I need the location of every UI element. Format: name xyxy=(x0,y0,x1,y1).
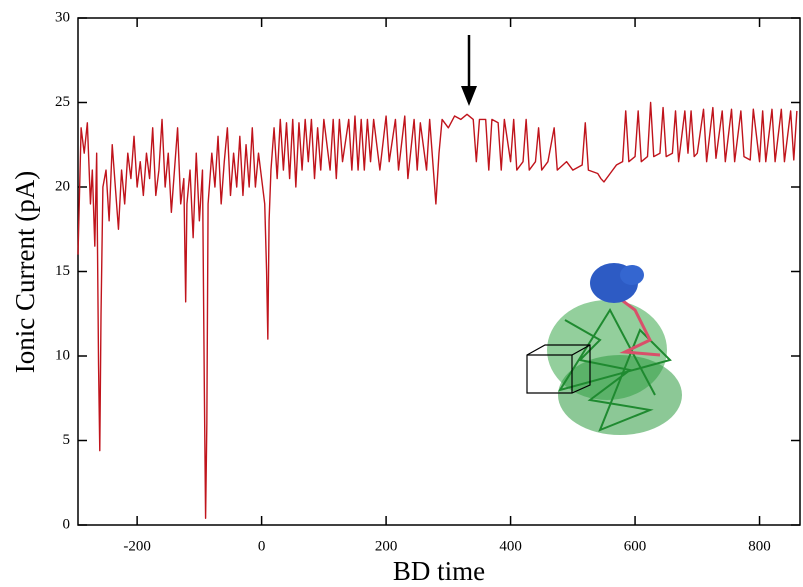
blue-protein xyxy=(620,265,644,285)
data-line xyxy=(77,101,798,519)
y-axis-title: Ionic Current (pA) xyxy=(10,171,40,373)
y-tick-label: 30 xyxy=(55,9,70,25)
green-backbone xyxy=(557,307,672,432)
arrow xyxy=(461,35,477,106)
x-tick-label: 0 xyxy=(258,538,266,554)
x-axis-title: BD time xyxy=(393,556,485,586)
x-tick-label: 800 xyxy=(748,538,771,554)
y-tick-label: 25 xyxy=(55,94,70,110)
y-tick-label: 15 xyxy=(55,263,70,279)
y-tick-label: 0 xyxy=(63,516,71,532)
y-tick-label: 20 xyxy=(55,178,70,194)
x-tick-label: 400 xyxy=(499,538,522,554)
pink-chain xyxy=(614,293,661,357)
x-tick-label: 200 xyxy=(375,538,398,554)
y-tick-label: 10 xyxy=(55,347,70,363)
arrow-head xyxy=(461,86,477,106)
y-tick-label: 5 xyxy=(63,432,71,448)
green-protein xyxy=(558,355,682,435)
inset-structure xyxy=(526,263,682,435)
pore-box xyxy=(526,344,591,394)
x-tick-label: -200 xyxy=(123,538,151,554)
x-tick-label: 600 xyxy=(624,538,647,554)
